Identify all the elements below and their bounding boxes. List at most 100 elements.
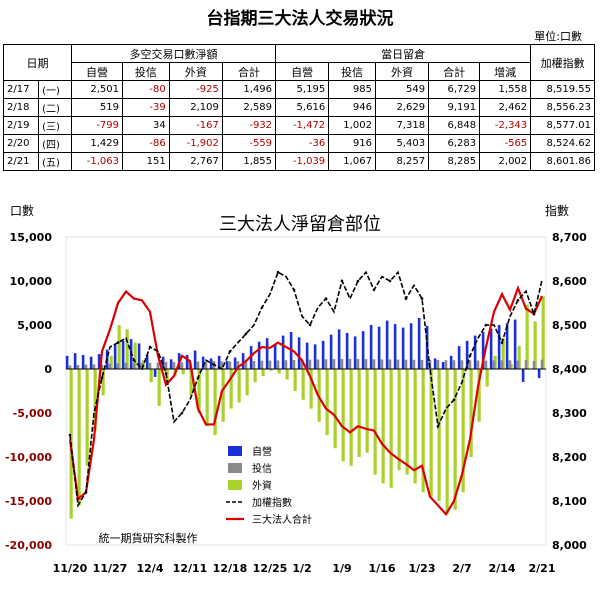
trust-bar (204, 361, 208, 369)
dealer-bar (353, 336, 357, 369)
foreign-bar (189, 369, 193, 396)
table-row: 2/19 (三) -799 34 -167 -932 -1,472 1,002 7,318 6,8… (2, 116, 595, 135)
foreign-bar (85, 369, 89, 466)
foreign-bar (469, 369, 473, 457)
chart-title: 三大法人淨留倉部位 (219, 214, 381, 235)
y2-tick-label: 8,300 (552, 407, 587, 420)
oi-cell: 8,257 (374, 152, 430, 171)
dealer-bar (113, 344, 117, 369)
y2-tick-label: 8,200 (552, 451, 587, 464)
plot-area (65, 236, 547, 546)
foreign-bar (405, 369, 409, 475)
foreign-bar (349, 369, 353, 466)
dealer-bar (329, 334, 333, 369)
trust-bar (492, 360, 496, 369)
legend-swatch (228, 463, 242, 473)
dealer-bar (337, 329, 341, 369)
foreign-bar (77, 369, 81, 506)
foreign-bar (149, 369, 153, 383)
trust-bar (92, 364, 96, 369)
dealer-bar (169, 359, 173, 369)
y-axis-label: 口數 (10, 204, 34, 218)
trust-bar (524, 360, 528, 369)
foreign-bar (485, 369, 489, 387)
dealer-bar (537, 369, 541, 379)
dealer-bar (137, 343, 141, 369)
oi-cell: 9,191 (428, 98, 481, 117)
net-cell: -1,063 (70, 152, 124, 171)
foreign-bar (157, 369, 161, 406)
oi-cell: 5,616 (275, 98, 330, 117)
index-line (69, 270, 543, 508)
foreign-bar (389, 369, 393, 488)
trust-bar (420, 359, 424, 369)
trust-bar (500, 360, 504, 369)
net-cell: 2,767 (168, 152, 223, 171)
trust-bar (444, 360, 448, 369)
trust-bar (532, 360, 536, 369)
trust-bar (436, 360, 440, 369)
index-point (196, 376, 200, 380)
dealer-bar (257, 341, 261, 369)
foreign-bar (229, 369, 233, 409)
trust-bar (452, 360, 456, 369)
dealer-bar (249, 346, 253, 369)
trust-bar (228, 361, 232, 369)
dealer-bar (89, 356, 93, 369)
x-tick-label: 12/18 (213, 562, 248, 575)
index-point (436, 424, 440, 428)
dealer-bar (273, 344, 277, 369)
foreign-bar (365, 369, 369, 453)
foreign-bar (325, 369, 329, 435)
oi-cell: -565 (479, 134, 532, 153)
annotation: 統一期貨研究科製作 (99, 531, 198, 545)
y-tick-label: 5,000 (17, 319, 52, 332)
oi-cell: 7,318 (374, 116, 430, 135)
foreign-bar (117, 325, 121, 369)
row-date: 2/20 (2, 134, 40, 153)
x-tick-label: 1/2 (292, 562, 311, 575)
dealer-bar (225, 361, 229, 369)
foreign-bar (413, 369, 417, 484)
index-point (68, 433, 72, 437)
oi-cell: 1,067 (328, 152, 376, 171)
trust-bar (140, 363, 144, 369)
dealer-bar (441, 361, 445, 369)
foreign-bar (429, 369, 433, 497)
table-title: 台指期三大法人交易狀況 (206, 9, 394, 29)
trust-bar (516, 360, 520, 369)
foreign-bar (461, 369, 465, 493)
foreign-bar (357, 369, 361, 457)
sub-header: 合計 (428, 62, 481, 81)
legend-swatch (228, 480, 242, 490)
y-tick-label: -10,000 (5, 451, 52, 464)
index-point (340, 279, 344, 283)
trust-bar (252, 360, 256, 369)
trust-bar (404, 359, 408, 369)
foreign-bar (445, 369, 449, 515)
net-cell: 1,496 (221, 80, 277, 99)
total-line (68, 285, 544, 517)
dealer-bar (361, 331, 365, 369)
index-point (84, 490, 88, 494)
dealer-bar (393, 324, 397, 369)
trust-bar (180, 362, 184, 369)
foreign-bar (181, 369, 185, 375)
oi-cell: 6,848 (428, 116, 481, 135)
dealer-bar (265, 338, 269, 369)
trust-bar (108, 363, 112, 369)
oi-cell: 985 (328, 80, 376, 99)
index-point (228, 350, 232, 353)
net-cell: 2,501 (70, 80, 124, 99)
net-cell: -932 (221, 116, 277, 135)
dealer-bar (321, 340, 325, 369)
y-tick-label: 15,000 (10, 231, 53, 244)
trust-bar (308, 359, 312, 369)
sub-header: 合計 (221, 62, 277, 81)
index-point (500, 341, 504, 344)
y2-tick-label: 8,000 (552, 539, 587, 552)
foreign-bar (525, 304, 529, 369)
dealer-bar (401, 327, 405, 369)
foreign-bar (541, 296, 545, 369)
y2-tick-label: 8,600 (552, 275, 587, 288)
